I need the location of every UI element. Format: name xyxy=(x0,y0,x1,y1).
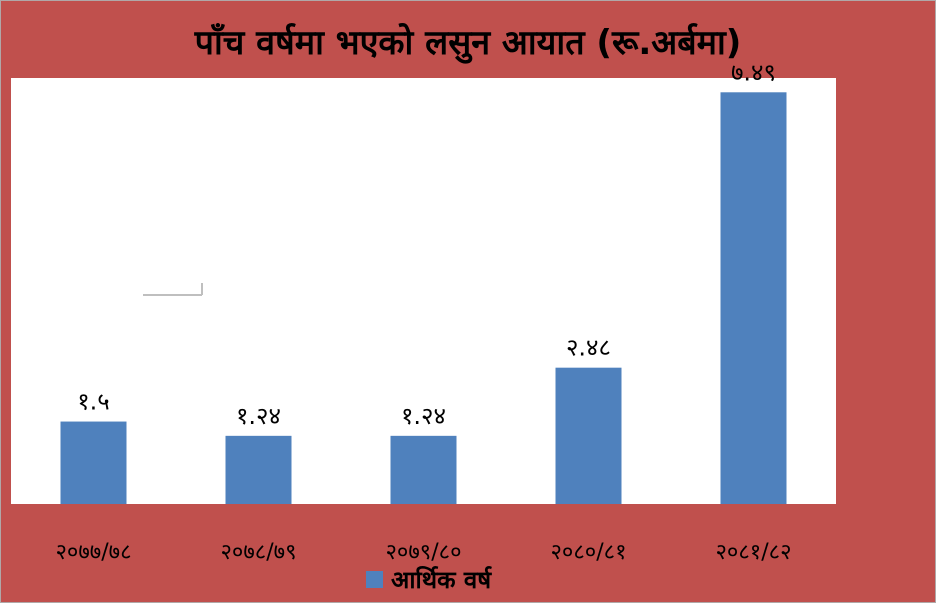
bar-1 xyxy=(60,421,127,504)
x-tick-label-5: २०८१/८२ xyxy=(715,540,792,565)
plot-area xyxy=(11,78,836,504)
bar-5 xyxy=(720,92,787,504)
chart-title: पाँच वर्षमा भएको लसुन आयात (रू.अर्बमा) xyxy=(194,23,742,63)
x-tick-label-2: २०७८/७९ xyxy=(220,540,297,565)
bar-2 xyxy=(225,435,292,504)
legend-swatch xyxy=(366,570,383,588)
x-tick-label-3: २०७९/८० xyxy=(385,540,462,565)
bar-3 xyxy=(390,435,457,504)
data-label-5: ७.४९ xyxy=(731,58,776,86)
legend-label: आर्थिक वर्ष xyxy=(391,565,492,594)
data-label-4: २.४८ xyxy=(566,334,611,362)
data-label-2: १.२४ xyxy=(236,402,281,430)
bar-4 xyxy=(555,367,622,504)
legend: आर्थिक वर्ष xyxy=(366,562,491,596)
x-tick-label-1: २०७७/७८ xyxy=(55,540,132,565)
data-label-3: १.२४ xyxy=(401,402,446,430)
data-label-1: १.५ xyxy=(77,388,110,416)
x-tick-label-4: २०८०/८१ xyxy=(550,540,627,565)
